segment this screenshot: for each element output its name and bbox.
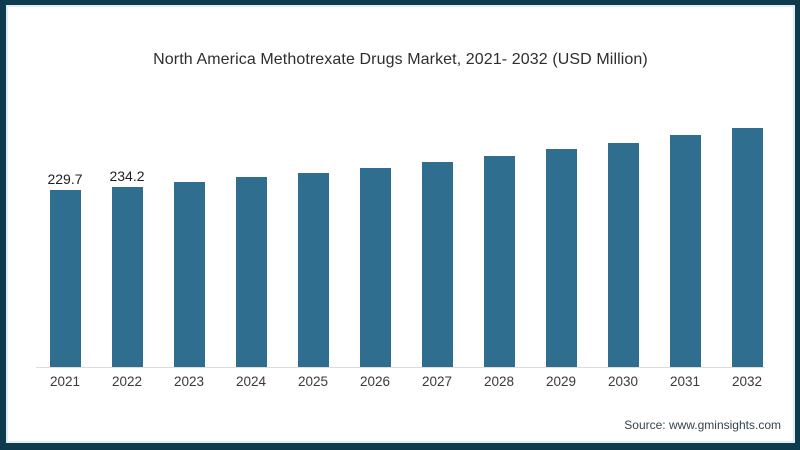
x-tick-label-2021: 2021: [49, 374, 81, 389]
bar-2024: [235, 177, 267, 367]
bar-column-2024: [220, 177, 282, 367]
bar-column-2026: [344, 168, 406, 367]
bar-column-2031: [654, 135, 716, 367]
bar-2023: [173, 182, 205, 367]
source-attribution: Source: www.gminsights.com: [624, 418, 781, 432]
x-tick-label-2024: 2024: [235, 374, 267, 389]
x-tick-label-2027: 2027: [421, 374, 453, 389]
bar-2029: [545, 149, 577, 367]
bar-2025: [297, 173, 329, 367]
bar-2032: [731, 128, 763, 367]
bar-column-2023: [158, 182, 220, 367]
bar-column-2029: [530, 149, 592, 367]
bar-2021: [49, 190, 81, 367]
bar-column-2028: [468, 156, 530, 367]
chart-title: North America Methotrexate Drugs Market,…: [153, 51, 648, 68]
x-tick-label-2026: 2026: [359, 374, 391, 389]
x-tick-label-2032: 2032: [731, 374, 763, 389]
x-tick-label-2022: 2022: [111, 374, 143, 389]
bar-column-2030: [592, 143, 654, 367]
x-tick-label-2029: 2029: [545, 374, 577, 389]
bar-column-2027: [406, 162, 468, 367]
x-tick-label-2025: 2025: [297, 374, 329, 389]
bar-2030: [607, 143, 639, 367]
bar-chart-plot-area: 229.7 234.2: [34, 95, 778, 367]
bar-column-2021: 229.7: [34, 171, 96, 367]
bar-column-2025: [282, 173, 344, 367]
bar-column-2032: [716, 128, 778, 367]
bar-2026: [359, 168, 391, 367]
x-tick-label-2030: 2030: [607, 374, 639, 389]
bars-row: 229.7 234.2: [34, 95, 778, 367]
x-axis-tick-labels: 2021 2022 2023 2024 2025 2026 2027 2028 2029 2030…: [34, 374, 778, 389]
bar-2031: [669, 135, 701, 367]
bar-2028: [483, 156, 515, 367]
bar-column-2022: 234.2: [96, 167, 158, 367]
x-tick-label-2031: 2031: [669, 374, 701, 389]
bar-value-label: 234.2: [109, 167, 145, 184]
bar-2022: [111, 186, 143, 367]
x-tick-label-2028: 2028: [483, 374, 515, 389]
x-axis-line: [36, 367, 765, 368]
bar-value-label: 229.7: [47, 171, 83, 187]
bar-2027: [421, 162, 453, 367]
x-tick-label-2023: 2023: [173, 374, 205, 389]
